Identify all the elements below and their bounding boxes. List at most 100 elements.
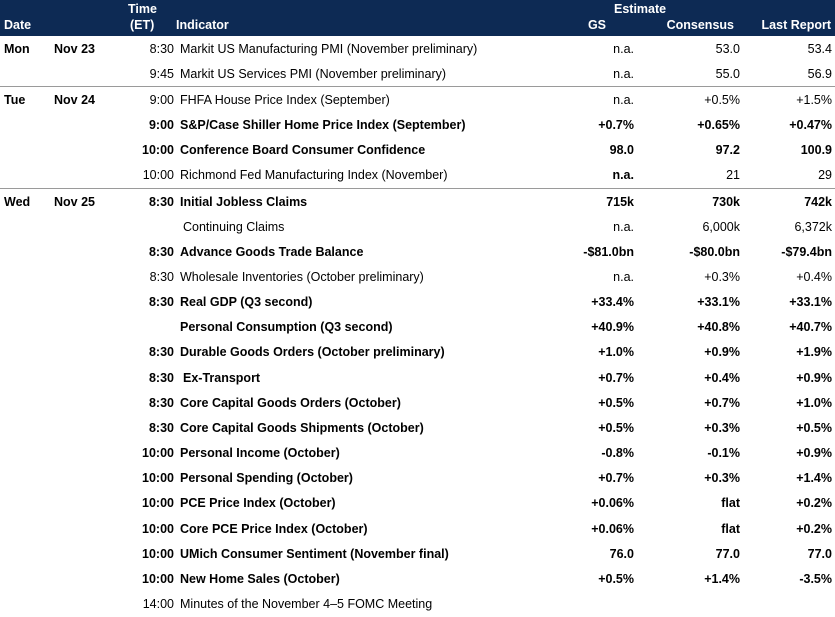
date-cell — [54, 290, 126, 315]
consensus-cell: -$80.0bn — [689, 244, 740, 259]
consensus-cell: 97.2 — [715, 143, 740, 158]
date-cell — [54, 163, 126, 189]
gs-estimate-cell: n.a. — [613, 66, 634, 81]
last-report-cell: +0.9% — [796, 446, 832, 461]
time-cell: 8:30 — [148, 345, 174, 360]
time-cell: 10:00 — [142, 143, 174, 158]
last-report-cell: +0.5% — [796, 420, 832, 435]
date-cell — [54, 340, 126, 365]
consensus-cell: 53.0 — [715, 41, 740, 56]
date-cell — [54, 591, 126, 616]
indicator-cell: Durable Goods Orders (October preliminar… — [180, 345, 445, 360]
date-cell — [54, 264, 126, 289]
day-cell — [0, 516, 54, 541]
date-cell — [54, 138, 126, 163]
time-cell: 10:00 — [142, 168, 174, 183]
consensus-cell: 21 — [726, 168, 740, 183]
day-cell — [0, 390, 54, 415]
header-time-zone: (ET) — [130, 18, 155, 32]
indicator-cell: Initial Jobless Claims — [174, 187, 580, 215]
table-row: 10:00 New Home Sales (October) +0.5% +1.4% -… — [0, 566, 835, 591]
last-report-cell: 77.0 — [807, 546, 832, 561]
last-report-cell: +40.7% — [789, 320, 832, 335]
date-cell — [54, 441, 126, 466]
day-cell — [0, 340, 54, 365]
gs-estimate-cell: +0.06% — [591, 521, 634, 536]
last-report-cell: 100.9 — [800, 143, 832, 158]
consensus-cell: +0.3% — [704, 471, 740, 486]
time-cell: 8:30 — [149, 41, 174, 56]
indicator-cell: Conference Board Consumer Confidence — [180, 143, 426, 158]
last-report-cell: +1.9% — [796, 345, 832, 360]
time-cell: 9:00 — [148, 118, 174, 133]
time-cell — [126, 214, 174, 239]
last-report-cell: +0.2% — [796, 496, 832, 511]
indicator-cell: Wholesale Inventories (October prelimina… — [180, 269, 424, 284]
indicator-cell: Core Capital Goods Shipments (October) — [180, 420, 424, 435]
gs-estimate-cell: +40.9% — [591, 320, 634, 335]
day-cell — [0, 466, 54, 491]
gs-estimate-cell: +0.5% — [598, 571, 634, 586]
time-cell: 10:00 — [142, 496, 174, 511]
gs-estimate-cell: +1.0% — [598, 345, 634, 360]
time-cell: 9:00 — [126, 86, 174, 113]
last-report-cell: 53.4 — [807, 41, 832, 56]
date-cell — [54, 112, 126, 137]
header-indicator: Indicator — [176, 18, 229, 32]
gs-estimate-cell: 76.0 — [609, 546, 634, 561]
consensus-cell: +0.5% — [634, 86, 740, 113]
table-row: 10:00 PCE Price Index (October) +0.06% flat… — [0, 491, 835, 516]
last-report-cell: +0.4% — [796, 269, 832, 284]
table-row: 9:00 S&P/Case Shiller Home Price Index (S… — [0, 112, 835, 137]
last-report-cell: +1.5% — [740, 86, 835, 113]
date-cell — [54, 541, 126, 566]
last-report-cell: 742k — [740, 187, 835, 215]
indicator-cell: Core PCE Price Index (October) — [180, 521, 368, 536]
day-cell — [0, 365, 54, 390]
day-cell — [0, 290, 54, 315]
day-cell — [0, 315, 54, 340]
last-report-cell: 29 — [818, 168, 832, 183]
table-row: 9:45 Markit US Services PMI (November pre… — [0, 61, 835, 87]
gs-estimate-cell: 98.0 — [609, 143, 634, 158]
gs-estimate-cell: +33.4% — [591, 295, 634, 310]
date-cell — [54, 315, 126, 340]
consensus-cell: 730k — [634, 187, 740, 215]
table-row: 10:00 Richmond Fed Manufacturing Index (N… — [0, 163, 835, 189]
header-consensus: Consensus — [666, 18, 734, 32]
table-row: Continuing Claims n.a. 6,000k 6,372k — [0, 214, 835, 239]
table-row: 8:30 Wholesale Inventories (October preli… — [0, 264, 835, 289]
date-cell: Nov 23 — [54, 41, 95, 56]
indicator-cell: PCE Price Index (October) — [180, 496, 336, 511]
day-cell — [0, 61, 54, 87]
day-cell — [0, 163, 54, 189]
indicator-cell: FHFA House Price Index (September) — [174, 86, 580, 113]
time-cell: 8:30 — [148, 370, 174, 385]
time-cell: 14:00 — [142, 597, 174, 612]
day-cell — [0, 566, 54, 591]
day-cell — [0, 138, 54, 163]
time-cell: 10:00 — [142, 546, 174, 561]
day-cell: Tue — [0, 86, 54, 113]
table-row: Mon Nov 23 8:30 Markit US Manufacturing PMI… — [0, 36, 835, 61]
last-report-cell: -$79.4bn — [781, 244, 832, 259]
header-time: Time — [128, 2, 157, 16]
time-cell — [126, 315, 174, 340]
consensus-cell: +0.3% — [704, 420, 740, 435]
day-cell — [0, 491, 54, 516]
indicator-cell: Minutes of the November 4–5 FOMC Meeting — [180, 597, 433, 612]
table-row: 14:00 Minutes of the November 4–5 FOMC Me… — [0, 591, 835, 616]
indicator-cell: Continuing Claims — [183, 219, 285, 234]
day-cell — [0, 415, 54, 440]
gs-estimate-cell: +0.06% — [591, 496, 634, 511]
consensus-cell: +0.7% — [704, 395, 740, 410]
indicator-cell: Core Capital Goods Orders (October) — [180, 395, 401, 410]
consensus-cell: +0.65% — [697, 118, 740, 133]
table-row: 10:00 Conference Board Consumer Confidenc… — [0, 138, 835, 163]
calendar-table: Mon Nov 23 8:30 Markit US Manufacturing PMI… — [0, 36, 835, 617]
indicator-cell: Markit US Services PMI (November prelimi… — [180, 66, 447, 81]
table-row: 8:30 Real GDP (Q3 second) +33.4% +33.1% +33.… — [0, 290, 835, 315]
day-cell — [0, 112, 54, 137]
header-date: Date — [4, 18, 32, 32]
indicator-cell: S&P/Case Shiller Home Price Index (Septe… — [180, 118, 466, 133]
